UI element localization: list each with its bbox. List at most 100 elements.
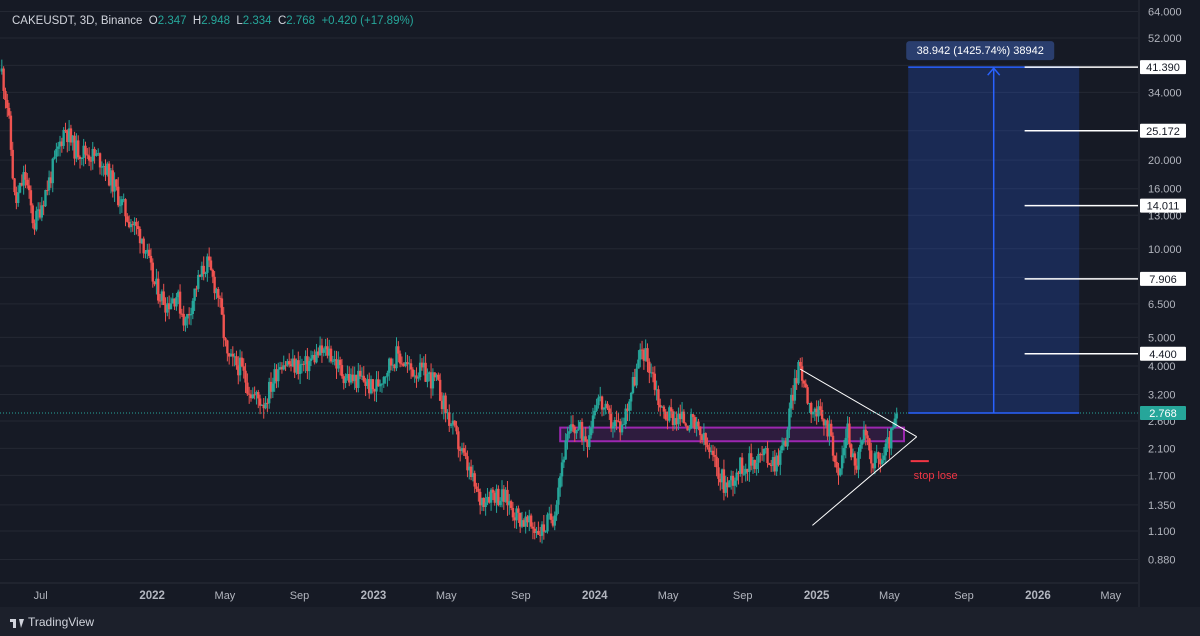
time-tick-label: Sep bbox=[511, 590, 531, 602]
price-tick-label: 10.000 bbox=[1148, 244, 1182, 256]
candle-body bbox=[462, 448, 466, 453]
candle-body bbox=[38, 209, 42, 218]
candle-body bbox=[780, 445, 784, 451]
candle-body bbox=[335, 359, 338, 369]
candle-body bbox=[669, 407, 673, 412]
candle-body bbox=[149, 255, 153, 263]
candle-body bbox=[62, 129, 65, 146]
candle-body bbox=[520, 520, 524, 527]
candle-body bbox=[591, 415, 595, 428]
candle-body bbox=[646, 348, 649, 362]
candle-body bbox=[749, 453, 753, 466]
candle-body bbox=[826, 420, 829, 437]
candle-body bbox=[173, 298, 176, 307]
open-label: O bbox=[148, 15, 158, 27]
price-tick-label: 1.700 bbox=[1148, 470, 1176, 482]
candle-body bbox=[553, 515, 556, 526]
candle-body bbox=[724, 482, 727, 493]
candle-body bbox=[67, 128, 71, 143]
candle-body bbox=[557, 487, 560, 505]
candle-body bbox=[779, 450, 782, 465]
candle-body bbox=[529, 515, 533, 527]
candle-body bbox=[673, 418, 676, 425]
candle-body bbox=[651, 372, 655, 374]
candle-body bbox=[413, 375, 416, 377]
candle-body bbox=[391, 364, 395, 366]
candle-body bbox=[680, 411, 684, 420]
candle-body bbox=[375, 379, 378, 392]
candle-body bbox=[389, 358, 393, 366]
candle-body bbox=[691, 414, 695, 418]
candle-body bbox=[702, 433, 706, 441]
candle-body bbox=[409, 363, 413, 370]
candle-body bbox=[866, 435, 869, 439]
time-tick-label: Jul bbox=[34, 590, 48, 602]
price-chart[interactable]: 38.942 (1425.74%) 38942 stop lose 64.000 5… bbox=[0, 0, 1200, 607]
candle-body bbox=[648, 361, 651, 373]
candle-body bbox=[291, 358, 295, 367]
high-label: H bbox=[192, 15, 202, 27]
candle-body bbox=[700, 435, 704, 441]
candle-body bbox=[629, 392, 633, 402]
candle-body bbox=[26, 179, 29, 186]
candle-body bbox=[295, 360, 298, 373]
candle-body bbox=[262, 404, 265, 409]
candle-body bbox=[277, 369, 280, 382]
candle-body bbox=[653, 373, 656, 390]
candle-body bbox=[426, 374, 429, 382]
candle-body bbox=[522, 520, 526, 527]
candle-body bbox=[388, 358, 391, 373]
candle-body bbox=[115, 179, 118, 187]
candle-body bbox=[788, 408, 791, 430]
time-tick-label: 2022 bbox=[139, 590, 165, 602]
candle-body bbox=[830, 423, 833, 436]
candle-body bbox=[378, 383, 382, 387]
candle-body bbox=[120, 199, 124, 206]
candle-body bbox=[498, 500, 502, 506]
candle-body bbox=[640, 349, 644, 351]
candle-body bbox=[615, 420, 618, 422]
current-price-label: 2.768 bbox=[1149, 408, 1177, 420]
candle-body bbox=[300, 363, 304, 365]
candle-body bbox=[240, 357, 244, 367]
change-value: +0.420 (+17.89%) bbox=[321, 15, 414, 27]
candle-body bbox=[859, 444, 862, 452]
candle-body bbox=[306, 356, 309, 372]
candle-body bbox=[24, 172, 27, 180]
candle-body bbox=[429, 372, 433, 389]
candle-body bbox=[686, 425, 689, 431]
price-tick-label: 5.000 bbox=[1148, 332, 1176, 344]
candle-body bbox=[138, 228, 142, 244]
target-price-label-bg bbox=[1140, 271, 1186, 286]
candle-body bbox=[740, 457, 744, 474]
candle-body bbox=[711, 450, 715, 456]
candle-body bbox=[464, 452, 467, 457]
candle-body bbox=[682, 411, 686, 424]
candle-body bbox=[331, 360, 335, 362]
candle-body bbox=[626, 408, 629, 411]
candle-body bbox=[642, 349, 646, 361]
candle-body bbox=[533, 528, 536, 533]
candle-body bbox=[806, 387, 809, 404]
time-tick-label: May bbox=[215, 590, 236, 602]
candle-body bbox=[628, 401, 631, 411]
candle-body bbox=[16, 192, 20, 203]
candle-body bbox=[304, 356, 307, 365]
candle-body bbox=[164, 304, 167, 313]
candle-body bbox=[357, 370, 360, 388]
price-tick-label: 34.000 bbox=[1148, 87, 1182, 99]
candle-body bbox=[73, 135, 76, 159]
tradingview-logo[interactable]: TradingView bbox=[10, 614, 94, 630]
candle-body bbox=[857, 451, 860, 470]
candle-body bbox=[546, 514, 549, 532]
candle-body bbox=[771, 457, 775, 466]
candle-body bbox=[82, 145, 85, 158]
candle-body bbox=[222, 314, 225, 339]
candle-body bbox=[506, 489, 509, 506]
candle-body bbox=[247, 393, 251, 395]
candle-body bbox=[662, 406, 666, 412]
candle-body bbox=[762, 449, 766, 456]
candle-body bbox=[517, 508, 520, 513]
candle-body bbox=[862, 429, 866, 441]
projection-label: 38.942 (1425.74%) 38942 bbox=[917, 45, 1044, 57]
